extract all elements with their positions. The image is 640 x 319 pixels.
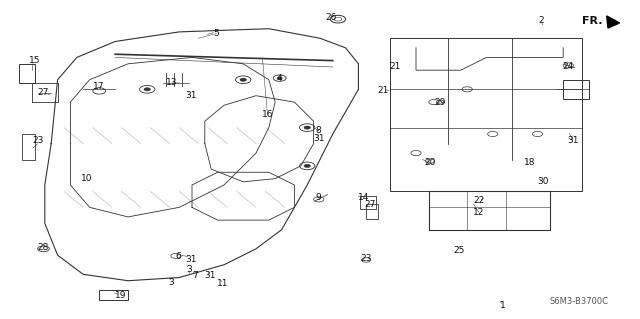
Text: 16: 16 [262,110,273,119]
Text: 29: 29 [435,98,446,107]
Text: 23: 23 [360,254,372,263]
Circle shape [144,88,150,91]
Text: 26: 26 [326,13,337,22]
Text: 21: 21 [390,63,401,71]
Text: 2: 2 [538,16,543,25]
Text: 13: 13 [166,78,177,87]
Text: 18: 18 [524,158,536,167]
Bar [366,204,378,219]
Text: 8: 8 [316,126,321,135]
Bar [563,80,589,99]
Text: 9: 9 [316,193,321,202]
Text: 27: 27 [38,88,49,97]
Text: 31: 31 [185,256,196,264]
Polygon shape [607,16,620,28]
Text: 3: 3 [186,265,191,274]
Text: FR.: FR. [582,16,602,26]
Bar [22,134,35,160]
Circle shape [304,126,310,129]
Text: 12: 12 [473,208,484,217]
Text: 21: 21 [377,86,388,95]
Text: S6M3-B3700C: S6M3-B3700C [550,297,609,306]
Text: 1: 1 [500,301,505,310]
Bar [360,196,376,209]
Text: 3: 3 [169,278,174,287]
Text: 31: 31 [313,134,324,143]
Bar [99,290,128,300]
Text: 10: 10 [81,174,92,183]
Text: 11: 11 [217,279,228,288]
Text: 20: 20 [424,158,436,167]
Text: 14: 14 [358,193,369,202]
Text: 22: 22 [473,197,484,205]
Text: 4: 4 [277,74,282,83]
Text: 24: 24 [563,63,574,71]
Text: 15: 15 [29,56,41,65]
Text: 28: 28 [38,243,49,252]
Circle shape [277,77,282,79]
Text: 25: 25 [454,246,465,255]
Text: 27: 27 [364,200,376,209]
Circle shape [304,164,310,167]
Text: 31: 31 [204,271,216,280]
Text: 19: 19 [115,291,126,300]
Text: 7: 7 [193,271,198,280]
Circle shape [240,78,246,81]
Text: 30: 30 [537,177,548,186]
Text: 31: 31 [185,91,196,100]
Text: 23: 23 [33,136,44,145]
Text: 17: 17 [93,82,105,91]
Text: 6: 6 [175,252,180,261]
Text: 5: 5 [214,29,219,38]
Bar [19,64,35,83]
Text: 31: 31 [567,136,579,145]
